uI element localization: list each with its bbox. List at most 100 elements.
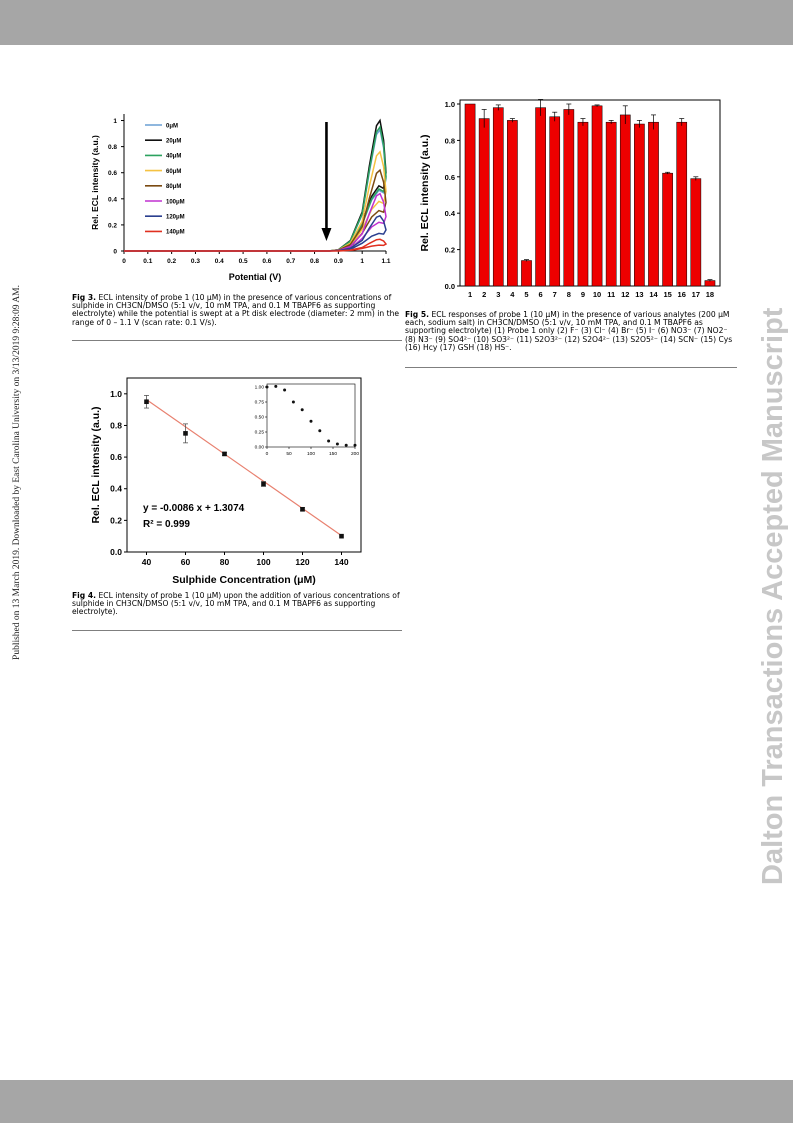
fit-equation: y = -0.0086 x + 1.3074 [143,503,245,514]
x-tick-label: 12 [621,290,629,299]
y-tick-label: 0.2 [110,515,122,525]
fig4-caption-text: ECL intensity of probe 1 (10 μM) upon th… [72,591,400,617]
data-point [339,533,344,539]
series-line-5 [124,192,387,252]
x-tick-label: 40 [142,557,152,567]
legend-label: 20μM [166,139,181,145]
y-tick-label: 0.2 [445,246,455,255]
x-tick-label: 8 [567,290,571,299]
y-tick-label: 0.8 [445,136,455,145]
bar [591,105,603,287]
fig4-caption-label: Fig 4. [72,591,97,600]
x-tick-label: 7 [553,290,557,299]
inset-x-tick-label: 200 [351,451,359,457]
fit-r-squared: R² = 0.999 [143,519,190,530]
y-tick-label: 1.0 [110,389,122,399]
bar [577,121,589,287]
y-tick-label: 1.0 [445,100,455,109]
x-tick-label: 1 [468,290,472,299]
fig3-caption-label: Fig 3. [72,293,97,302]
series-line-0 [124,127,387,252]
y-tick-label: 0.4 [445,209,456,218]
inset-data-point [335,442,339,446]
y-tick-label: 0.4 [108,196,117,203]
bar [507,120,518,287]
x-tick-label: 120 [295,557,309,567]
fit-line [146,399,342,537]
y-tick-label: 0.4 [110,484,122,494]
inset-x-tick-label: 150 [329,451,337,457]
x-axis-title: Potential (V) [229,272,282,282]
data-point [183,431,188,436]
inset-data-point [353,443,357,447]
data-point [300,506,305,512]
bar [492,107,504,287]
x-tick-label: 17 [692,290,700,299]
bar [662,172,673,287]
series-line-3 [124,150,387,252]
fig4-chart: 40 60 80 100 120 140 0.0 0.2 0.4 0.6 0.8 1.0 Sulphid… [90,377,362,586]
x-tick-label: 1.1 [381,258,390,265]
inset-data-point [300,408,304,412]
y-tick-label: 0.0 [110,547,122,557]
x-tick-label: 0.7 [286,258,295,265]
inset-x-tick-label: 100 [307,451,315,457]
footer-band [0,1080,793,1123]
legend-label: 100μM [166,199,185,205]
fig3-caption-text: ECL intensity of probe 1 (10 μM) in the … [72,293,400,327]
bar [521,260,532,287]
inset-x-tick-label: 0 [266,451,269,457]
bar [478,118,490,287]
x-tick-label: 0.4 [215,258,224,265]
x-tick-label: 15 [663,290,671,299]
fig3-caption: Fig 3. ECL intensity of probe 1 (10 μM) … [72,293,404,327]
header-band [0,0,793,45]
inset-data-point [274,384,278,388]
legend-label: 120μM [166,215,185,221]
y-axis-title: Rel. ECL intensity (a.u.) [419,134,431,251]
x-tick-label: 0.2 [167,258,176,265]
bar [563,109,575,287]
series-line-4 [124,168,387,252]
series-line-1 [124,118,387,252]
legend-label: 40μM [166,154,181,160]
fig5-caption-text: ECL responses of probe 1 (10 μM) in the … [405,310,733,352]
inset-data-point [327,439,331,443]
series-line-7 [124,238,388,252]
y-tick-label: 0.0 [445,282,455,291]
data-point [222,451,227,457]
fig4-caption: Fig 4. ECL intensity of probe 1 (10 μM) … [72,591,404,617]
data-point [261,481,266,487]
fig4-divider [72,630,402,631]
data-point [144,399,149,405]
bar [676,121,688,287]
x-tick-label: 100 [256,557,270,567]
x-tick-label: 5 [524,290,528,299]
bar [634,123,645,287]
x-tick-label: 4 [510,290,515,299]
publication-notice: Published on 13 March 2019. Downloaded b… [12,285,22,660]
legend-label: 80μM [166,184,181,190]
bar [619,114,631,287]
inset-x-tick-label: 50 [286,451,292,457]
bar [549,116,561,287]
x-tick-label: 0.9 [334,258,343,265]
decrease-arrow-head [321,228,332,241]
fig5-caption-label: Fig 5. [405,310,430,319]
bar [648,121,659,287]
x-tick-label: 0.5 [239,258,248,265]
y-tick-label: 0.2 [108,222,117,229]
x-tick-label: 16 [678,290,686,299]
inset-y-tick-label: 0.25 [255,430,265,436]
bar [690,178,702,287]
x-tick-label: 1 [360,258,364,265]
bar [464,103,476,287]
inset-y-tick-label: 0.50 [255,415,265,421]
x-tick-label: 3 [496,290,500,299]
watermark-text: Dalton Transactions Accepted Manuscript [757,307,789,885]
x-tick-label: 0.6 [262,258,271,265]
bar [605,121,617,287]
inset-data-point [309,419,313,423]
y-tick-label: 0.6 [110,452,122,462]
legend-label: 60μM [166,169,181,175]
